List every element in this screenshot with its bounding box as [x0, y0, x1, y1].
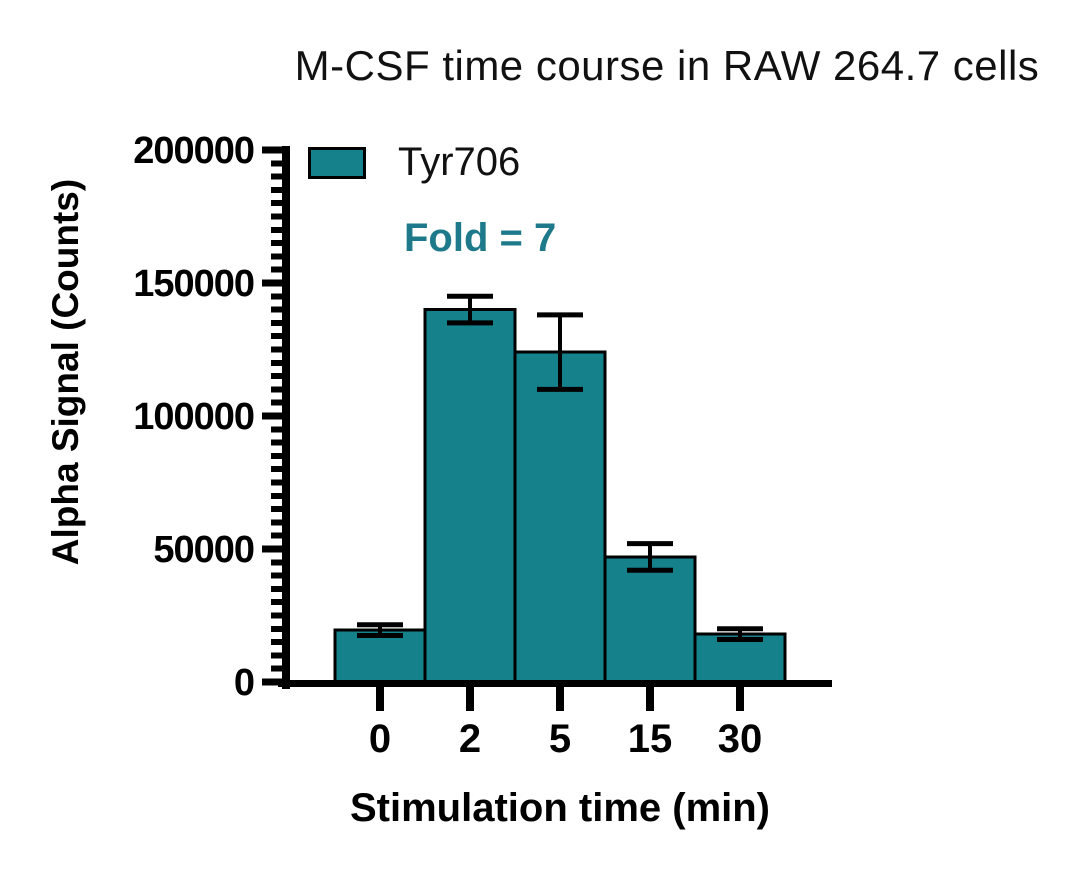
y-minor-tick-110000 [271, 386, 282, 393]
y-minor-tick-95000 [271, 426, 282, 433]
y-minor-tick-165000 [271, 240, 282, 247]
y-minor-tick-35000 [271, 585, 282, 592]
y-minor-tick-20000 [271, 625, 282, 632]
y-major-tick-200000 [262, 146, 282, 154]
y-minor-tick-25000 [271, 612, 282, 619]
y-minor-tick-120000 [271, 359, 282, 366]
x-axis-title: Stimulation time (min) [350, 786, 770, 830]
y-minor-tick-175000 [271, 213, 282, 220]
x-tick-label-0: 0 [369, 717, 391, 761]
fold-annotation: Fold = 7 [404, 216, 557, 260]
y-tick-label-100000: 100000 [133, 396, 254, 438]
y-minor-tick-80000 [271, 466, 282, 473]
y-minor-tick-90000 [271, 439, 282, 446]
y-minor-tick-180000 [271, 200, 282, 207]
y-minor-tick-60000 [271, 519, 282, 526]
y-major-tick-150000 [262, 279, 282, 287]
y-minor-tick-130000 [271, 333, 282, 340]
y-minor-tick-40000 [271, 572, 282, 579]
y-tick-label-50000: 50000 [153, 529, 254, 571]
y-minor-tick-30000 [271, 599, 282, 606]
x-tick-30 [736, 687, 744, 711]
x-tick-label-15: 15 [628, 717, 673, 761]
y-tick-label-200000: 200000 [133, 130, 254, 172]
y-minor-tick-15000 [271, 639, 282, 646]
x-tick-15 [646, 687, 654, 711]
y-minor-tick-155000 [271, 266, 282, 273]
x-tick-2 [466, 687, 474, 711]
y-minor-tick-195000 [271, 160, 282, 167]
y-major-tick-0 [262, 678, 282, 686]
y-tick-label-150000: 150000 [133, 263, 254, 305]
y-minor-tick-125000 [271, 346, 282, 353]
y-minor-tick-190000 [271, 173, 282, 180]
y-minor-tick-65000 [271, 506, 282, 513]
bar-2min [423, 308, 517, 684]
y-minor-tick-105000 [271, 399, 282, 406]
y-minor-tick-70000 [271, 492, 282, 499]
y-minor-tick-55000 [271, 532, 282, 539]
y-major-tick-50000 [262, 545, 282, 553]
bar-5min [513, 350, 607, 684]
x-tick-0 [376, 687, 384, 711]
x-axis-line [278, 680, 832, 687]
legend-swatch-tyr706 [308, 146, 366, 179]
legend: Tyr706 [308, 140, 520, 185]
y-minor-tick-145000 [271, 293, 282, 300]
x-tick-label-5: 5 [549, 717, 571, 761]
y-minor-tick-140000 [271, 306, 282, 313]
y-minor-tick-10000 [271, 652, 282, 659]
y-minor-tick-85000 [271, 452, 282, 459]
y-major-tick-100000 [262, 412, 282, 420]
chart-title: M-CSF time course in RAW 264.7 cells [294, 42, 1040, 89]
legend-label-tyr706: Tyr706 [398, 140, 521, 184]
y-tick-label-0: 0 [234, 662, 254, 704]
y-minor-tick-115000 [271, 373, 282, 380]
y-minor-tick-45000 [271, 559, 282, 566]
y-minor-tick-5000 [271, 665, 282, 672]
x-tick-5 [556, 687, 564, 711]
bar-15min [603, 555, 697, 684]
y-minor-tick-75000 [271, 479, 282, 486]
y-minor-tick-135000 [271, 319, 282, 326]
x-tick-label-30: 30 [718, 717, 763, 761]
y-minor-tick-185000 [271, 186, 282, 193]
x-tick-label-2: 2 [459, 717, 481, 761]
y-minor-tick-170000 [271, 226, 282, 233]
y-minor-tick-160000 [271, 253, 282, 260]
y-axis-spine [282, 146, 290, 689]
